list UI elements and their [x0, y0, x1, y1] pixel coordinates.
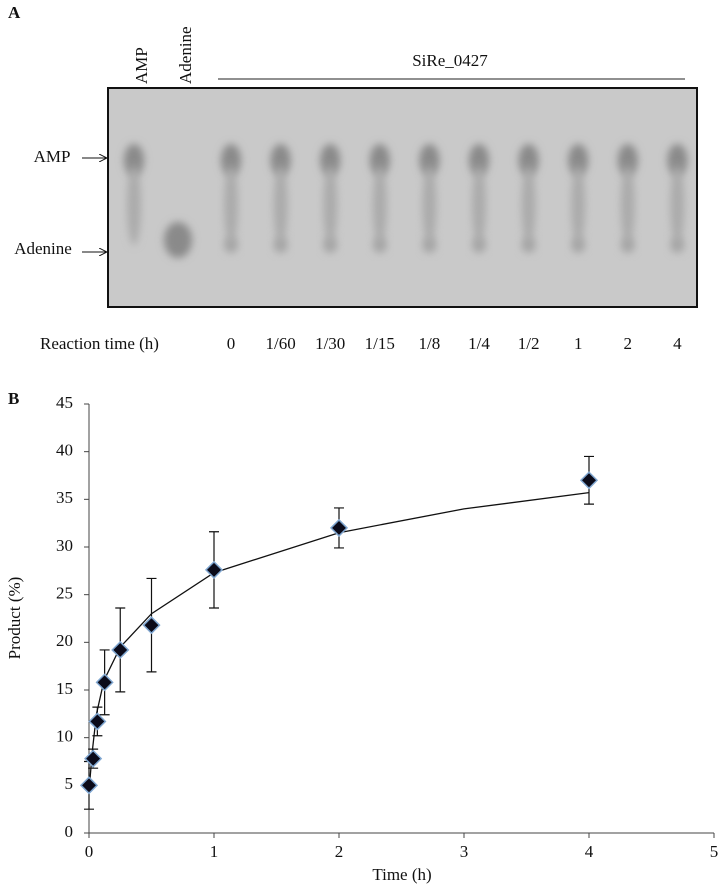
row-label: Adenine: [14, 239, 72, 258]
adenine-spot: [323, 237, 338, 253]
amp-spot: [617, 144, 638, 176]
adenine-spot: [472, 237, 486, 253]
amp-spot: [369, 144, 390, 176]
y-tick-label: 20: [56, 631, 73, 650]
time-label: 4: [673, 334, 682, 353]
x-axis-title: Time (h): [372, 865, 431, 884]
time-title: Reaction time (h): [40, 334, 159, 353]
y-tick-label: 30: [56, 536, 73, 555]
y-tick-label: 40: [56, 441, 73, 460]
time-label: 0: [227, 334, 236, 353]
amp-smear: [323, 165, 338, 245]
amp-spot: [518, 144, 539, 176]
time-label: 2: [624, 334, 633, 353]
x-tick-label: 5: [710, 842, 719, 861]
gel-spots: [124, 144, 688, 258]
y-tick-label: 25: [56, 584, 73, 603]
point: [329, 518, 349, 537]
adenine-spot: [422, 237, 437, 253]
adenine-spot: [670, 237, 685, 253]
x-tick-label: 3: [460, 842, 469, 861]
enzyme-label: SiRe_0427: [412, 51, 488, 70]
amp-spot: [419, 144, 440, 176]
row-label: AMP: [34, 147, 71, 166]
adenine-spot: [224, 237, 238, 253]
y-tick-label: 45: [56, 393, 73, 412]
time-label: 1/30: [315, 334, 345, 353]
amp-smear: [273, 165, 288, 245]
adenine-spot: [273, 237, 288, 253]
time-label: 1/8: [419, 334, 441, 353]
x-tick-label: 1: [210, 842, 219, 861]
y-tick-label: 35: [56, 488, 73, 507]
panel-label: B: [8, 389, 19, 408]
y-tick-label: 0: [65, 822, 74, 841]
x-tick-label: 0: [85, 842, 94, 861]
amp-smear: [372, 165, 387, 245]
adenine-spot: [372, 237, 387, 253]
point: [579, 471, 599, 490]
adenine-spot: [620, 237, 635, 253]
amp-spot: [568, 144, 589, 176]
fit-line: [88, 492, 590, 791]
time-label: 1/4: [468, 334, 490, 353]
time-label: 1/60: [265, 334, 295, 353]
amp-spot: [320, 144, 341, 176]
amp-smear: [472, 165, 486, 245]
point: [142, 616, 161, 635]
point: [79, 776, 99, 795]
y-tick-label: 15: [56, 679, 73, 698]
amp-smear: [127, 165, 141, 245]
amp-spot: [221, 144, 241, 176]
amp-smear: [224, 165, 238, 245]
amp-spot: [667, 144, 688, 176]
adenine-spot: [571, 237, 586, 253]
lane-label: Adenine: [176, 26, 195, 84]
adenine-spot: [164, 222, 192, 258]
x-tick-label: 4: [585, 842, 594, 861]
amp-smear: [670, 165, 685, 245]
adenine-spot: [521, 237, 536, 253]
amp-spot: [124, 144, 144, 176]
point: [88, 712, 107, 731]
y-axis-title: Product (%): [5, 577, 24, 660]
point: [84, 749, 103, 768]
y-tick-label: 5: [65, 774, 74, 793]
amp-smear: [571, 165, 586, 245]
lane-label: AMP: [132, 47, 151, 84]
point: [204, 560, 224, 579]
y-tick-label: 10: [56, 727, 73, 746]
time-label: 1/15: [365, 334, 395, 353]
amp-smear: [422, 165, 437, 245]
x-tick-label: 2: [335, 842, 344, 861]
amp-spot: [469, 144, 489, 176]
time-label: 1/2: [518, 334, 540, 353]
amp-smear: [620, 165, 635, 245]
point: [111, 640, 130, 660]
amp-smear: [521, 165, 536, 245]
point: [95, 673, 114, 692]
amp-spot: [270, 144, 291, 176]
panel-label: A: [8, 3, 21, 22]
gel: [107, 87, 698, 308]
time-label: 1: [574, 334, 583, 353]
